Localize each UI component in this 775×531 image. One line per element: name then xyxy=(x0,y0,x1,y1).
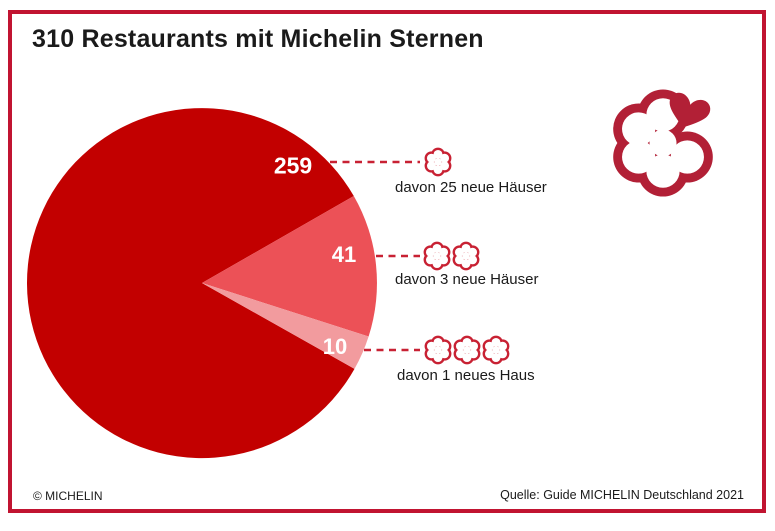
callout-annotation-2-star: davon 3 neue Häuser xyxy=(395,271,539,288)
chart-title: 310 Restaurants mit Michelin Sternen xyxy=(32,25,484,53)
michelin-star-icon xyxy=(424,335,452,365)
pie-value-label-1-star: 259 xyxy=(273,152,313,179)
callout-annotation-3-star: davon 1 neues Haus xyxy=(397,367,535,384)
pie-slice-3-star xyxy=(202,283,369,369)
michelin-star-icon xyxy=(423,241,451,271)
pie xyxy=(26,108,377,459)
michelin-star-icon xyxy=(453,335,481,365)
source-note: Quelle: Guide MICHELIN Deutschland 2021 xyxy=(500,488,744,502)
michelin-star-heart-logo xyxy=(613,89,713,197)
callout-annotation-1-star: davon 25 neue Häuser xyxy=(395,179,547,196)
pie-slice-1-star xyxy=(26,108,355,459)
michelin-star-icon xyxy=(452,241,480,271)
callout-lines-and-stars xyxy=(330,147,510,365)
pie-value-label-2-star: 41 xyxy=(331,242,357,267)
pie-slice-2-star xyxy=(202,196,377,337)
pie-value-label-3-star: 10 xyxy=(322,334,348,359)
michelin-star-icon xyxy=(424,147,452,177)
michelin-star-icon xyxy=(482,335,510,365)
copyright-note: © MICHELIN xyxy=(33,489,103,503)
